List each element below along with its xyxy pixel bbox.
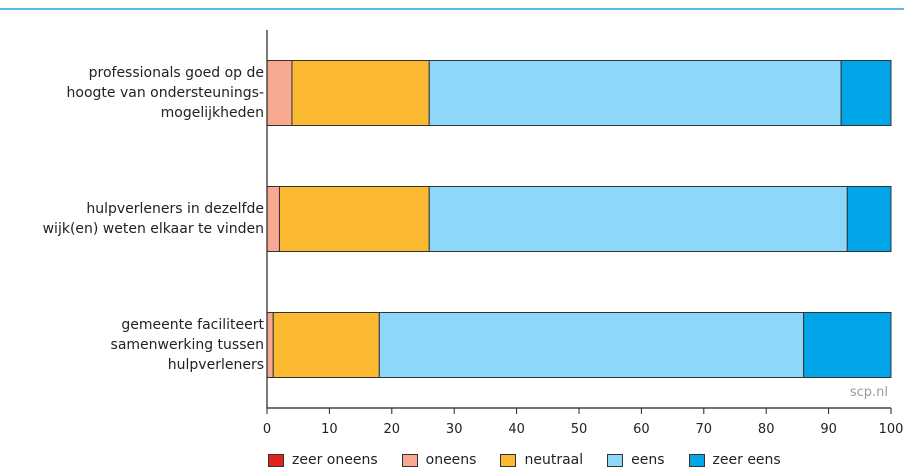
legend-swatch: [268, 453, 284, 467]
legend-item: zeer eens: [688, 452, 781, 468]
category-label: hulpverleners in dezelfde wijk(en) weten…: [42, 201, 264, 237]
x-tick-label: 40: [508, 422, 525, 437]
legend-item: eens: [607, 452, 665, 468]
legend-swatch: [401, 453, 418, 467]
x-tick-label: 100: [879, 422, 904, 437]
legend-swatch: [607, 453, 624, 467]
source-label: scp.nl: [849, 385, 888, 400]
legend: zeer oneens oneens neutraal eens zeer eens: [268, 452, 805, 468]
bar-segment-eens: [378, 312, 805, 378]
bar-segment-neutraal: [291, 60, 430, 126]
legend-swatch: [688, 453, 705, 467]
legend-item: neutraal: [500, 452, 583, 468]
legend-label: oneens: [425, 452, 477, 468]
bar-segment-eens: [428, 60, 842, 126]
bar-segment-oneens: [266, 312, 274, 378]
bar-segment-zeer-eens: [803, 312, 892, 378]
legend-label: zeer oneens: [292, 452, 378, 468]
legend-label: zeer eens: [712, 452, 781, 468]
x-tick-label: 70: [696, 422, 713, 437]
category-label: professionals goed op de hoogte van onde…: [66, 65, 264, 121]
top-rule: [0, 8, 904, 10]
x-tick-label: 10: [321, 422, 338, 437]
legend-item: zeer oneens: [268, 452, 378, 468]
bar-segment-zeer-eens: [846, 186, 892, 252]
bar-segment-eens: [428, 186, 848, 252]
bar-segment-oneens: [266, 60, 293, 126]
bar-segment-neutraal: [272, 312, 380, 378]
legend-label: eens: [631, 452, 665, 468]
legend-label: neutraal: [524, 452, 584, 468]
x-tick-label: 90: [820, 422, 837, 437]
x-tick-label: 0: [263, 422, 271, 437]
bar-segment-oneens: [266, 186, 280, 252]
x-tick-label: 80: [758, 422, 775, 437]
x-tick-label: 30: [446, 422, 463, 437]
bar-segment-zeer-eens: [840, 60, 892, 126]
bar-segment-neutraal: [278, 186, 430, 252]
category-label: gemeente faciliteert samenwerking tussen…: [110, 317, 264, 373]
legend-item: oneens: [401, 452, 477, 468]
legend-swatch: [500, 453, 517, 467]
x-tick-label: 20: [384, 422, 401, 437]
x-tick-label: 50: [571, 422, 588, 437]
x-tick-label: 60: [633, 422, 650, 437]
